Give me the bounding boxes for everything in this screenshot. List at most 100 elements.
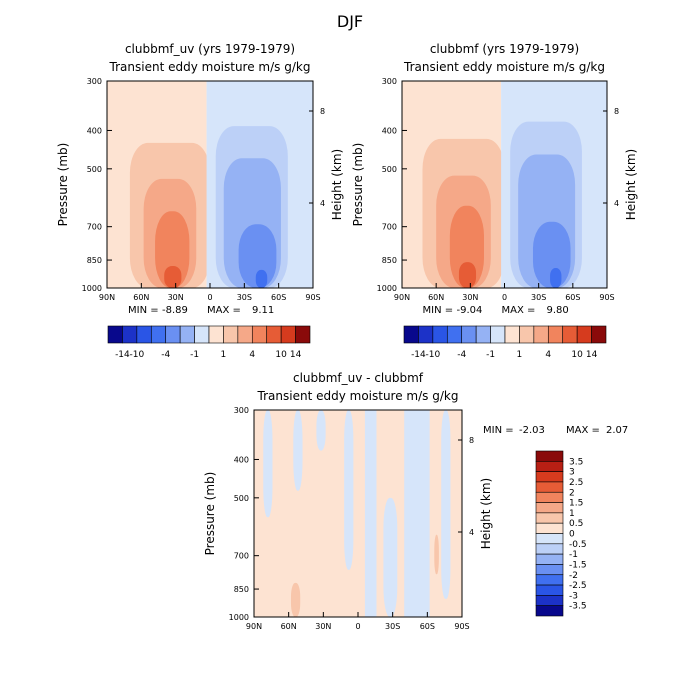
panel-2-ytick-label: 500 bbox=[382, 165, 397, 174]
panel-1-y2label: Height (km) bbox=[330, 149, 344, 220]
panel-1-contour-region bbox=[255, 269, 268, 288]
panel-3-contour-region bbox=[290, 582, 301, 617]
colorbar-diff-label: -2 bbox=[569, 571, 578, 581]
panel-2-xtick-label: 90S bbox=[599, 293, 614, 302]
colorbar-diff-box bbox=[535, 471, 564, 483]
panel-1-ytick-label: 1000 bbox=[82, 284, 102, 293]
panel-1-xtick-label: 30S bbox=[237, 293, 252, 302]
panel-3-xtick-label: 90N bbox=[246, 622, 262, 631]
panel-2-contour-region bbox=[532, 221, 571, 288]
colorbar-1-label: 14 bbox=[290, 350, 302, 360]
panel-2: clubbmf (yrs 1979-1979) Transient eddy mo… bbox=[351, 42, 638, 316]
colorbar-1-box bbox=[280, 325, 296, 344]
colorbar-1-label: -1 bbox=[190, 350, 199, 360]
colorbar-2-label: -14 bbox=[411, 350, 426, 360]
panel-2-ytick-label: 1000 bbox=[377, 284, 397, 293]
colorbar-2-box bbox=[461, 325, 477, 344]
panel-2-contour-fill bbox=[402, 81, 607, 288]
panel-3-max-label: MAX = bbox=[566, 425, 600, 436]
colorbar-2-label: -1 bbox=[486, 350, 495, 360]
colorbar-diff-box bbox=[535, 461, 564, 472]
panel-1-ytick-label: 500 bbox=[87, 165, 102, 174]
panel-2-ytick-label: 400 bbox=[382, 126, 397, 135]
panel-3-xtick-label: 60S bbox=[420, 622, 435, 631]
colorbar-1-label: 4 bbox=[249, 350, 255, 360]
panel-3-contour-region bbox=[254, 410, 462, 617]
colorbar-2-box bbox=[533, 325, 549, 344]
panel-2-xtick-label: 60N bbox=[428, 293, 444, 302]
colorbar-1-label: -14 bbox=[115, 350, 130, 360]
colorbar-1-box bbox=[266, 325, 282, 344]
colorbar-1-box bbox=[136, 325, 152, 344]
panel-1-y2tick-label: 4 bbox=[320, 199, 325, 208]
panel-3-y2tick-label: 8 bbox=[469, 436, 474, 445]
panel-1-ytick-label: 300 bbox=[87, 77, 102, 86]
colorbar-diff-label: -1.5 bbox=[569, 560, 587, 570]
panel-1-max-label: MAX = bbox=[207, 305, 241, 316]
colorbar-diff-box bbox=[535, 491, 564, 503]
colorbar-1: -14 -10 -4 -1 1 4 10 14 bbox=[107, 325, 311, 360]
colorbar-1-label: -10 bbox=[130, 350, 145, 360]
panel-1-ytick-label: 400 bbox=[87, 126, 102, 135]
panel-2-y2tick-label: 8 bbox=[614, 107, 619, 116]
panel-2-xtick-label: 0 bbox=[502, 293, 507, 302]
colorbar-1-label: -4 bbox=[161, 350, 170, 360]
panel-1-xtick-label: 30N bbox=[168, 293, 184, 302]
colorbar-diff-label: 3.5 bbox=[569, 457, 583, 467]
panel-1-max-value: 9.11 bbox=[252, 305, 274, 316]
panel-3-max-value: 2.07 bbox=[606, 425, 628, 436]
panel-2-xtick-label: 30S bbox=[531, 293, 546, 302]
colorbar-1-box bbox=[208, 325, 224, 344]
colorbar-diff-box bbox=[535, 450, 564, 462]
colorbar-2-label: 4 bbox=[545, 350, 551, 360]
colorbar-diff-box bbox=[535, 512, 564, 524]
colorbar-1-label: 1 bbox=[221, 350, 227, 360]
panel-2-min-value: -9.04 bbox=[457, 305, 483, 316]
page-title: DJF bbox=[336, 12, 364, 31]
panel-2-y2label: Height (km) bbox=[624, 149, 638, 220]
colorbar-2-label: -4 bbox=[457, 350, 466, 360]
colorbar-diff-label: 2.5 bbox=[569, 478, 583, 488]
colorbar-2-label: 1 bbox=[517, 350, 523, 360]
panel-1-ytick-label: 700 bbox=[87, 223, 102, 232]
panel-2-max-value: 9.80 bbox=[547, 305, 569, 316]
panel-3-contour-region bbox=[434, 534, 439, 575]
colorbar-1-box bbox=[194, 325, 210, 344]
colorbar-diff-box bbox=[535, 605, 564, 617]
panel-3-xtick-label: 60N bbox=[281, 622, 297, 631]
panel-3-title: clubbmf_uv - clubbmf bbox=[293, 371, 424, 385]
colorbar-diff-box bbox=[535, 564, 564, 576]
panel-2-title: clubbmf (yrs 1979-1979) bbox=[430, 42, 579, 56]
colorbar-1-box bbox=[107, 325, 123, 344]
colorbar-1-box bbox=[122, 325, 138, 344]
panel-2-ytick-label: 700 bbox=[382, 223, 397, 232]
panel-2-contour-region bbox=[550, 267, 562, 288]
panel-3-contour-region bbox=[293, 410, 303, 491]
panel-2-subtitle: Transient eddy moisture m/s g/kg bbox=[403, 60, 605, 74]
colorbar-diff-label: -1 bbox=[569, 550, 578, 560]
colorbar-2-box bbox=[432, 325, 448, 344]
panel-3-ytick-label: 700 bbox=[234, 552, 249, 561]
panel-2-ytick-label: 850 bbox=[382, 256, 397, 265]
panel-2-min-label: MIN = bbox=[423, 305, 454, 316]
colorbar-2-box bbox=[418, 325, 434, 344]
colorbar-2-box bbox=[562, 325, 578, 344]
colorbar-2-box bbox=[547, 325, 564, 344]
panel-3-xtick-label: 90S bbox=[454, 622, 469, 631]
panel-1-contour-region bbox=[164, 266, 182, 288]
colorbar-1-box bbox=[251, 325, 268, 344]
colorbar-2-box bbox=[519, 325, 535, 344]
panel-3-ytick-label: 500 bbox=[234, 494, 249, 503]
colorbar-diff-box bbox=[535, 574, 564, 586]
colorbar-diff-label: -2.5 bbox=[569, 581, 587, 591]
panel-1: clubbmf_uv (yrs 1979-1979) Transient eddy… bbox=[56, 42, 344, 316]
colorbar-2-box bbox=[446, 325, 463, 344]
colorbar-2-box bbox=[403, 325, 419, 344]
panel-3: clubbmf_uv - clubbmf Transient eddy moist… bbox=[203, 371, 628, 631]
panel-1-y2tick-label: 8 bbox=[320, 107, 325, 116]
colorbar-2-box bbox=[490, 325, 506, 344]
colorbar-1-box bbox=[237, 325, 253, 344]
panel-3-contour-region bbox=[383, 497, 398, 617]
panel-3-xtick-label: 30S bbox=[385, 622, 400, 631]
